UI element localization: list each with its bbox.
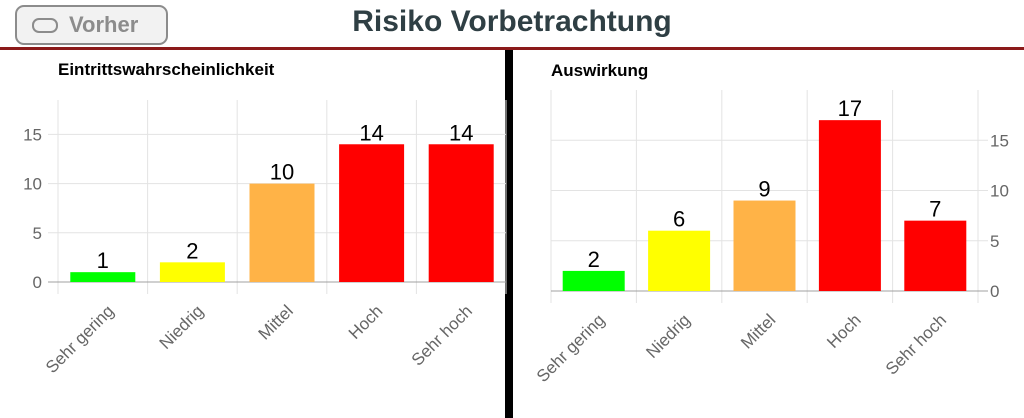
category-label: Niedrig: [642, 310, 694, 362]
bar-value-label: 10: [270, 160, 294, 185]
category-label: Sehr hoch: [882, 310, 950, 378]
y-tick-label: 0: [990, 282, 999, 301]
bar-value-label: 9: [758, 177, 770, 202]
y-tick-label: 5: [33, 224, 42, 243]
bar-value-label: 2: [588, 247, 600, 272]
bar-mittel: [733, 200, 796, 291]
bar-sehr-gering: [70, 272, 136, 282]
y-tick-label: 10: [23, 175, 42, 194]
bar-niedrig: [159, 262, 225, 282]
chart-title-probability: Eintrittswahrscheinlichkeit: [58, 60, 275, 79]
y-tick-label: 0: [33, 273, 42, 292]
bar-sehr-hoch: [904, 220, 967, 291]
bar-value-label: 2: [186, 238, 198, 263]
category-label: Mittel: [737, 310, 779, 352]
bar-niedrig: [648, 230, 711, 291]
bar-mittel: [249, 183, 315, 282]
bar-value-label: 17: [838, 96, 862, 121]
bar-hoch: [339, 144, 405, 282]
y-tick-label: 10: [990, 182, 1009, 201]
back-button-label: Vorher: [69, 12, 139, 37]
category-label: Sehr gering: [533, 310, 609, 386]
bar-sehr-hoch: [428, 144, 494, 282]
category-label: Sehr gering: [42, 301, 118, 377]
bar-hoch: [818, 120, 881, 292]
category-label: Hoch: [823, 310, 864, 351]
y-tick-label: 15: [23, 125, 42, 144]
bar-value-label: 6: [673, 207, 685, 232]
category-label: Hoch: [345, 301, 386, 342]
category-label: Sehr hoch: [408, 301, 476, 369]
bar-value-label: 7: [929, 197, 941, 222]
chart-title-impact: Auswirkung: [551, 61, 649, 80]
y-tick-label: 15: [990, 131, 1009, 150]
category-label: Niedrig: [156, 301, 208, 353]
bar-value-label: 14: [359, 120, 383, 145]
bar-sehr-gering: [562, 270, 625, 291]
bar-value-label: 14: [449, 120, 473, 145]
bar-value-label: 1: [97, 248, 109, 273]
category-label: Mittel: [255, 301, 297, 343]
back-button[interactable]: Vorher: [15, 5, 168, 45]
chart-divider: [505, 50, 513, 418]
y-tick-label: 5: [990, 232, 999, 251]
toggle-icon: [32, 17, 58, 33]
